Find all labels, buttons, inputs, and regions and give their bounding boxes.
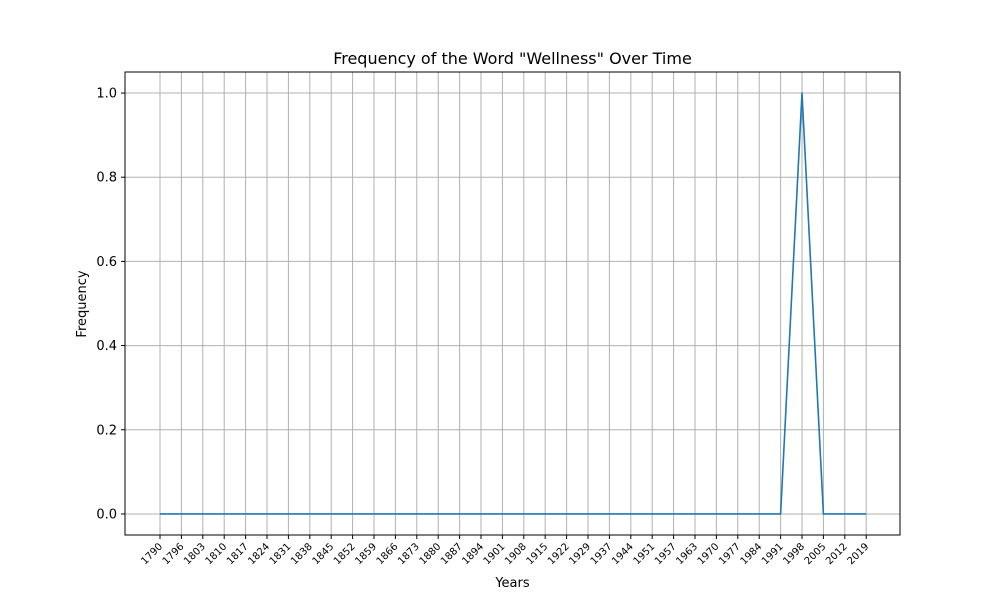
y-tick-label: 0.8 xyxy=(96,171,117,186)
y-axis-label: Frequency xyxy=(75,270,90,337)
y-tick-label: 0.2 xyxy=(96,423,117,438)
y-tick-label: 1.0 xyxy=(96,87,117,102)
y-axis-ticks: 0.0 0.2 0.4 0.6 0.8 1.0 xyxy=(96,87,125,522)
y-tick-label: 0.4 xyxy=(96,339,117,354)
y-tick-label: 0.0 xyxy=(96,507,117,522)
series-layer xyxy=(160,92,867,515)
y-tick-label: 0.6 xyxy=(96,255,117,270)
chart-title: Frequency of the Word "Wellness" Over Ti… xyxy=(333,49,692,68)
plot-area-frame xyxy=(124,71,901,536)
grid xyxy=(125,72,900,535)
x-axis-label: Years xyxy=(494,576,530,591)
series-line-0 xyxy=(160,92,867,515)
